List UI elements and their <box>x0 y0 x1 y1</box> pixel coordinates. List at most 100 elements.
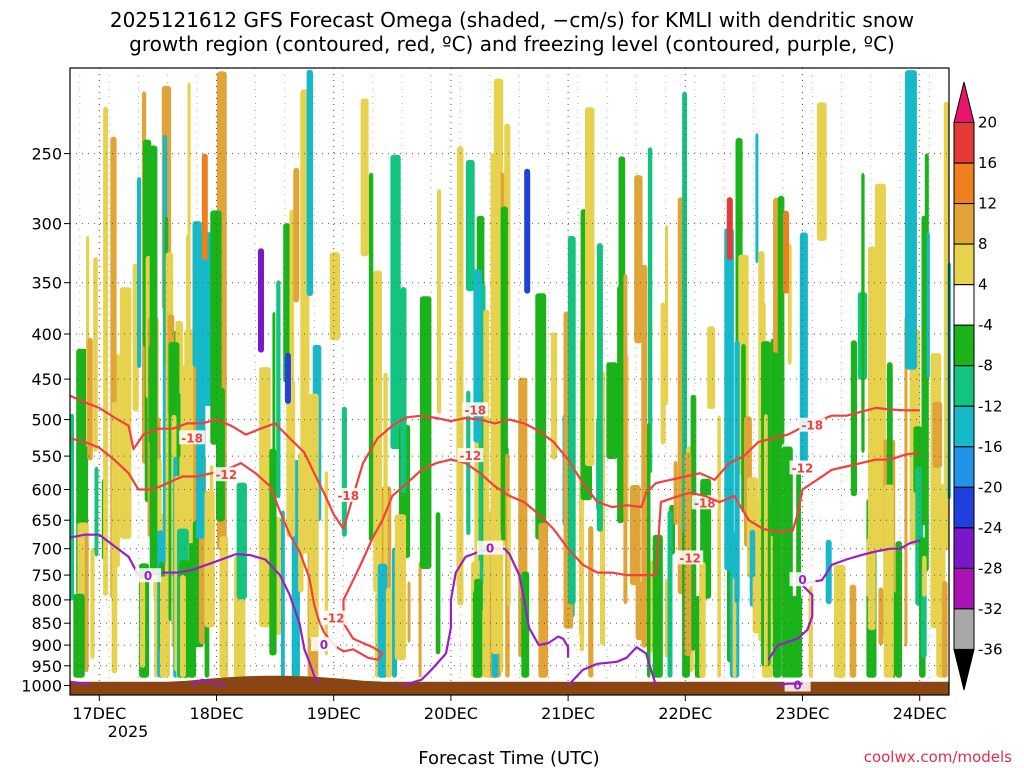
dendritic-contour-label-bg <box>677 550 704 565</box>
omega-shade-cell <box>137 177 142 368</box>
omega-shade-cell <box>435 512 441 655</box>
omega-shade-cell <box>93 257 98 452</box>
omega-shade-cell <box>419 296 432 569</box>
omega-shade-cell <box>660 302 666 445</box>
omega-shade-cell <box>617 285 624 524</box>
freezing-contour-line <box>401 547 570 687</box>
colorbar-band <box>953 203 975 245</box>
omega-shade-cell <box>400 287 407 494</box>
omega-shade-cell <box>588 526 594 678</box>
omega-shade-cell <box>634 175 643 344</box>
contour-lines: -18 -18 -18 -18 -18 -12 -12 -12 -12 -12 0 0 0 0 0 <box>69 394 921 693</box>
omega-shade-cell <box>159 576 170 678</box>
omega-shade-cell <box>70 413 74 601</box>
omega-shade-cell <box>390 154 401 450</box>
omega-shade-cell <box>777 195 785 445</box>
colorbar-level-label: 8 <box>978 235 988 253</box>
dendritic-contour-label-bg <box>179 430 206 445</box>
colorbar-level-label: 16 <box>978 154 997 172</box>
omega-shade-cell <box>306 69 313 296</box>
omega-core-cell <box>201 153 208 261</box>
terrain-fill <box>70 675 949 695</box>
omega-shade-cell <box>699 561 706 678</box>
omega-core-cell <box>783 210 789 294</box>
dendritic-contour-label: -12 <box>792 462 814 476</box>
y-tick-label: 350 <box>31 274 62 293</box>
colorbar-band <box>953 567 975 610</box>
x-tick-label: 20DEC <box>424 704 478 723</box>
omega-shade-cell <box>932 401 943 468</box>
colorbar-band <box>953 365 975 407</box>
y-tick-label: 600 <box>31 481 62 500</box>
omega-shade-cell <box>192 221 202 368</box>
dendritic-contour-label: -18 <box>694 496 716 510</box>
omega-shade-cell <box>623 274 628 605</box>
omega-shade-cell <box>374 593 379 678</box>
y-tick-label: 250 <box>31 145 62 164</box>
dendritic-contour-label: -18 <box>464 403 486 417</box>
omega-shade-cell <box>825 539 832 605</box>
omega-shade-cell <box>665 225 669 405</box>
omega-shade-cell <box>905 70 917 370</box>
omega-shade-cell <box>772 440 782 678</box>
omega-core-cell <box>726 197 733 261</box>
omega-shade-cell <box>764 414 768 678</box>
omega-shade-cell <box>483 309 490 658</box>
omega-shade-cell <box>641 264 648 648</box>
omega-shade-cell <box>394 514 407 661</box>
dendritic-contour-label: -18 <box>181 431 203 445</box>
dendritic-contour-label-bg <box>789 460 816 475</box>
omega-shade-cell <box>647 423 651 678</box>
dendritic-contour-label: -12 <box>215 468 237 482</box>
omega-shade-cell <box>90 548 95 659</box>
omega-shade-cell <box>490 153 501 593</box>
omega-shade-cell <box>781 446 793 678</box>
chart-title-line-2: growth region (contoured, red, ºC) and f… <box>129 32 895 56</box>
omega-shade-cell <box>849 584 857 678</box>
omega-shade-cell <box>606 362 618 459</box>
omega-shade-cell <box>377 563 388 678</box>
omega-shade-cell <box>360 98 369 257</box>
colorbar-band <box>953 405 975 448</box>
omega-shade-cell <box>283 223 291 383</box>
x-tick-label: 19DEC <box>307 704 361 723</box>
omega-shade-cell <box>904 316 908 647</box>
dendritic-contour-label-bg <box>335 487 362 502</box>
omega-shade-cell <box>538 522 548 678</box>
colorbar-arrow-bottom <box>953 648 975 691</box>
omega-shade-cell <box>418 561 422 678</box>
dendritic-contour-label-bg <box>320 610 347 625</box>
freezing-contour-line <box>777 682 803 687</box>
dendritic-contour-label-bg <box>462 402 489 417</box>
colorbar-level-label: 20 <box>978 114 997 132</box>
omega-shade-cell <box>94 466 99 557</box>
y-tick-label: 900 <box>31 636 62 655</box>
omega-shade-cell <box>87 337 93 461</box>
omega-shade-cell <box>103 106 108 596</box>
omega-shade-cell <box>535 293 547 540</box>
freezing-contour-line <box>69 680 90 687</box>
omega-shade-cell <box>596 243 603 532</box>
colorbar-band <box>953 446 975 488</box>
omega-core-cell <box>524 168 531 294</box>
omega-shade-cell <box>474 578 483 678</box>
x-tick-label: 17DEC <box>72 704 126 723</box>
omega-shade-cell <box>383 372 388 624</box>
omega-shade-cell <box>209 464 214 526</box>
colorbar-band <box>953 284 975 326</box>
omega-shade-cell <box>201 232 213 406</box>
x-tick-label: 23DEC <box>776 704 830 723</box>
omega-shade-cell <box>883 484 894 678</box>
omega-core-cell <box>258 248 264 353</box>
omega-shade-cell <box>466 390 471 536</box>
omega-shade-cell <box>407 581 411 643</box>
omega-shade-cell <box>799 232 808 463</box>
y-tick-label: 300 <box>31 215 62 234</box>
colorbar-level-label: 4 <box>978 276 988 294</box>
y-tick-label: 850 <box>31 614 62 633</box>
omega-shade-cell <box>878 587 884 646</box>
y-tick-label: 950 <box>31 657 62 676</box>
omega-shade-cell <box>850 340 857 497</box>
dendritic-contour-label-bg <box>799 417 826 432</box>
freezing-contour-label-bg <box>310 637 337 652</box>
